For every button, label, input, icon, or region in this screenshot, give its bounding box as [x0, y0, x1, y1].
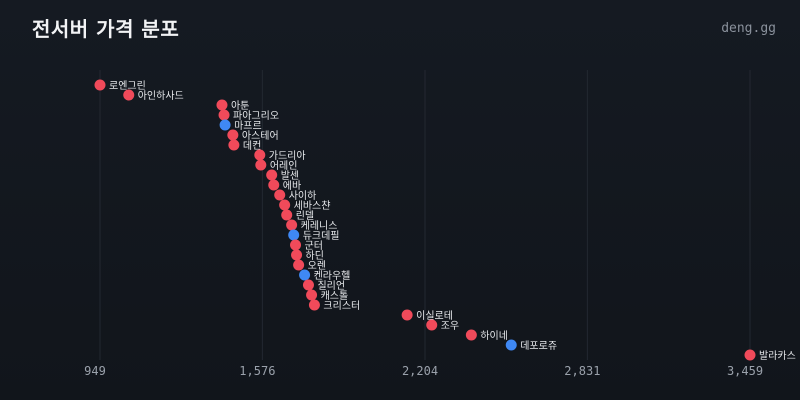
data-point-marker[interactable]	[426, 319, 438, 331]
data-point-marker[interactable]	[306, 289, 318, 301]
data-point-marker[interactable]	[268, 179, 280, 191]
data-point-marker[interactable]	[308, 299, 320, 311]
data-point-label: 린델	[296, 210, 314, 222]
data-point[interactable]: 어레인	[255, 159, 298, 173]
data-point-marker[interactable]	[281, 209, 293, 221]
x-tick-label: 949	[84, 364, 106, 378]
data-point[interactable]: 하딘	[291, 249, 324, 262]
data-point-label: 캐스톨	[321, 290, 349, 302]
data-point[interactable]: 에바	[268, 179, 301, 193]
data-point-marker[interactable]	[288, 229, 300, 241]
data-point-marker[interactable]	[254, 149, 266, 161]
data-point-marker[interactable]	[299, 269, 311, 281]
data-point-label: 파아그리오	[233, 110, 279, 122]
x-tick-label: 1,576	[239, 364, 275, 378]
data-point-marker[interactable]	[505, 339, 517, 351]
data-point-marker[interactable]	[744, 349, 756, 361]
data-point-label: 발라카스	[759, 350, 796, 362]
data-point-marker[interactable]	[255, 159, 267, 171]
data-point-label: 발센	[281, 170, 299, 182]
data-point[interactable]: 크리스터	[308, 299, 360, 313]
data-point[interactable]: 린델	[281, 209, 314, 223]
data-point-label: 이실로테	[416, 310, 453, 322]
data-point-marker[interactable]	[401, 309, 413, 321]
data-point[interactable]: 오렌	[293, 259, 326, 273]
data-point-label: 사이하	[289, 189, 317, 202]
data-point-label: 하이네	[480, 329, 508, 342]
data-point-marker[interactable]	[266, 169, 278, 181]
chart-title: 전서버 가격 분포	[32, 17, 180, 41]
data-point-label: 크리스터	[323, 300, 360, 312]
data-point[interactable]: 캐스톨	[306, 289, 349, 303]
data-point[interactable]: 가드리아	[254, 149, 306, 163]
data-point-label: 세바스챤	[294, 200, 331, 212]
data-point-label: 아스테어	[242, 130, 279, 142]
data-point[interactable]: 데컨	[228, 139, 261, 153]
data-point-label: 아인하사드	[138, 89, 184, 102]
data-point-marker[interactable]	[293, 259, 305, 271]
data-point-marker[interactable]	[219, 119, 231, 131]
data-point[interactable]: 아툰	[216, 99, 249, 113]
data-point-marker[interactable]	[123, 89, 135, 101]
data-point-label: 아툰	[231, 100, 249, 112]
data-point[interactable]: 세바스챤	[279, 199, 331, 213]
x-tick-label: 3,459	[727, 364, 763, 378]
data-point[interactable]: 아스테어	[227, 129, 279, 143]
data-point[interactable]: 마프르	[219, 119, 262, 133]
data-point-label: 어레인	[270, 160, 298, 172]
data-point[interactable]: 켄라우헬	[299, 269, 351, 283]
data-point-label: 에바	[283, 180, 301, 192]
brand-label: deng.gg	[721, 21, 776, 36]
data-point-marker[interactable]	[274, 189, 286, 201]
data-point[interactable]: 조우	[426, 319, 459, 333]
data-point-marker[interactable]	[465, 329, 477, 341]
data-point[interactable]: 발라카스	[744, 349, 796, 363]
data-point[interactable]: 로엔그린	[94, 79, 146, 93]
data-point-label: 조우	[441, 320, 459, 332]
data-point-label: 마프르	[234, 120, 262, 132]
data-point[interactable]: 파아그리오	[218, 109, 280, 123]
data-point-label: 데컨	[243, 140, 261, 152]
x-tick-label: 2,204	[402, 364, 438, 378]
data-point-marker[interactable]	[227, 129, 239, 141]
data-point[interactable]: 케레니스	[286, 219, 338, 233]
data-point-marker[interactable]	[94, 79, 106, 91]
data-point[interactable]: 데포로쥬	[505, 339, 557, 353]
data-point-marker[interactable]	[216, 99, 228, 111]
data-point[interactable]: 듀크데필	[288, 229, 340, 243]
data-point-label: 오렌	[308, 260, 326, 272]
data-point-marker[interactable]	[291, 249, 303, 261]
data-point-marker[interactable]	[279, 199, 291, 211]
data-point[interactable]: 아인하사드	[123, 89, 184, 102]
data-point-label: 케레니스	[301, 220, 338, 232]
data-point-label: 질리언	[317, 280, 345, 292]
data-point-label: 가드리아	[269, 150, 306, 162]
data-point-marker[interactable]	[290, 239, 302, 251]
data-point[interactable]: 이실로테	[401, 309, 453, 323]
data-point-label: 데포로쥬	[520, 340, 557, 352]
data-point-marker[interactable]	[228, 139, 240, 151]
data-point-label: 군터	[305, 240, 323, 252]
data-point-label: 하딘	[306, 249, 324, 262]
data-point-label: 로엔그린	[109, 80, 146, 92]
data-point[interactable]: 사이하	[274, 189, 316, 202]
data-point[interactable]: 군터	[290, 239, 323, 253]
data-point-marker[interactable]	[302, 279, 314, 291]
data-point-label: 듀크데필	[303, 230, 340, 242]
data-point[interactable]: 질리언	[302, 279, 345, 293]
data-point[interactable]: 발센	[266, 169, 299, 183]
data-point[interactable]: 하이네	[465, 329, 508, 342]
x-tick-label: 2,831	[564, 364, 600, 378]
data-point-marker[interactable]	[218, 109, 230, 121]
data-point-label: 켄라우헬	[314, 270, 351, 282]
data-point-marker[interactable]	[286, 219, 298, 231]
